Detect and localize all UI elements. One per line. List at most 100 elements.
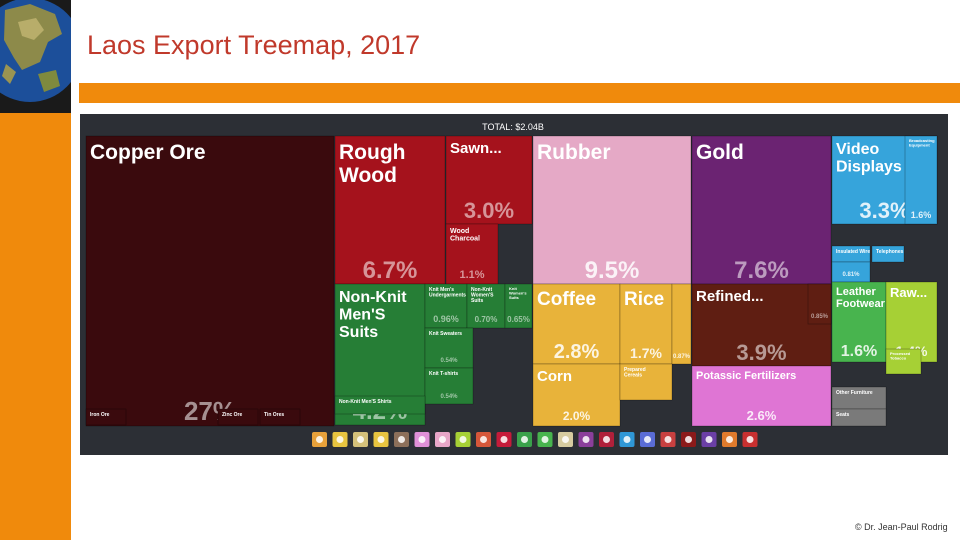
treemap-share-potassic-fertilizers: 2.6% <box>747 408 777 423</box>
treemap-share-0-85: 0.85% <box>811 314 829 320</box>
treemap-label-rough-wood: Rough Wood <box>339 141 405 187</box>
treemap-label-raw: Raw... <box>890 285 927 300</box>
treemap-share-video-displays: 3.3% <box>859 198 909 223</box>
treemap-share-leather-footwear: 1.6% <box>841 343 877 360</box>
textiles-icon-glyph <box>521 436 528 443</box>
treemap-chart: TOTAL: $2.04B Copper Ore 27% Iron Ore Zinc … <box>80 114 948 455</box>
treemap-share-knit-women-s-suits: 0.65% <box>507 315 530 324</box>
treemap-label-broadcasting-equipment: Broadcasting Equipment <box>909 138 935 147</box>
treemap-label-non-knit-women-s-suits: Non-Knit Women'S Suits <box>471 287 494 304</box>
treemap-cell-knit-men-s-undergarments <box>424 283 468 329</box>
treemap-label-knit-men-s-undergarments: Knit Men's Undergarments <box>429 287 466 299</box>
treemap-share-corn: 2.0% <box>563 409 591 423</box>
treemap-cell-coffee <box>532 283 621 365</box>
treemap-cell-processed-tobacco <box>885 348 922 375</box>
treemap-cell-iron-ore <box>85 408 127 426</box>
treemap-share-knit-t-shirts: 0.54% <box>440 394 458 400</box>
treemap-cell-0-85 <box>807 283 832 325</box>
minerals-icon-glyph <box>398 436 405 443</box>
treemap-label-insulated-wire: Insulated Wire <box>836 249 870 255</box>
stone-glass-icon-glyph <box>562 436 569 443</box>
treemap-label-knit-women-s-suits: Knit Women's Suits <box>509 286 527 300</box>
paper-goods-icon-glyph <box>500 436 508 443</box>
animal-products-icon-glyph <box>316 436 323 443</box>
treemap-label-potassic-fertilizers: Potassic Fertilizers <box>696 370 796 382</box>
treemap-share-coffee: 2.8% <box>554 341 600 363</box>
treemap-label-gold: Gold <box>696 141 744 164</box>
treemap-label-leather-footwear: Leather Footwear <box>836 286 886 310</box>
treemap-share-knit-sweaters: 0.54% <box>440 358 458 364</box>
globe-image <box>0 0 71 113</box>
instruments-icon-glyph <box>664 436 672 443</box>
treemap-share-broadcasting-equipment: 1.6% <box>911 210 932 220</box>
treemap-share-0-81: 0.81% <box>842 272 860 278</box>
slide-title: Laos Export Treemap, 2017 <box>87 30 421 60</box>
animal-vegetable-oils-icon-glyph <box>357 436 364 443</box>
treemap-cell-non-knit-women-s-suits <box>466 283 506 329</box>
metals-icon-glyph <box>603 436 610 443</box>
treemap-cell-knit-sweaters <box>424 327 474 369</box>
chemical-products-icon-glyph <box>418 436 426 443</box>
treemap-label-knit-t-shirts: Knit T-shirts <box>429 371 458 377</box>
treemap-cell-sawn <box>445 135 533 225</box>
treemap-label-iron-ore: Iron Ore <box>90 412 110 418</box>
treemap-cell-raw <box>885 281 938 363</box>
plastics-rubbers-icon-glyph <box>439 436 446 443</box>
treemap-label-tin-ores: Tin Ores <box>264 412 284 418</box>
machines-icon-glyph <box>623 436 631 443</box>
footwear-icon-glyph <box>541 436 549 443</box>
miscellaneous-icon-glyph <box>705 436 713 443</box>
treemap-cell-prepared-cereals <box>619 363 673 401</box>
treemap-cell-gold <box>691 135 832 285</box>
treemap-label-seats: Seats <box>836 412 850 418</box>
weapons-icon-glyph <box>685 436 692 443</box>
animal-hides-icon-glyph <box>459 436 467 443</box>
treemap-cell-leather-footwear <box>831 281 887 363</box>
treemap-cell-0-87 <box>671 283 692 365</box>
treemap-cell-copper-ore <box>85 135 335 427</box>
treemap-share-rice: 1.7% <box>630 345 662 361</box>
treemap-label-telephones: Telephones <box>876 249 904 255</box>
treemap-label-sawn: Sawn... <box>450 140 502 157</box>
treemap-cell-rice <box>619 283 673 365</box>
precious-metals-icon-glyph <box>582 436 590 443</box>
treemap-cell-zinc-ore <box>217 408 259 426</box>
treemap-share-rubber: 9.5% <box>585 257 640 284</box>
treemap-share-refined: 3.9% <box>736 340 786 365</box>
treemap-share-gold: 7.6% <box>734 257 789 284</box>
treemap-cell-knit-t-shirts <box>424 367 474 405</box>
treemap-cell-rough-wood <box>334 135 446 285</box>
vegetable-products-icon-glyph <box>336 436 344 443</box>
treemap-cell-rubber <box>532 135 692 285</box>
treemap-cell-corn <box>532 363 621 427</box>
treemap-label-non-knit-men-s-shirts: Non-Knit Men'S Shirts <box>339 399 392 405</box>
treemap-label-prepared-cereals: Prepared Cereals <box>624 367 646 379</box>
total-label: TOTAL: $2.04B <box>482 122 544 132</box>
treemap-label-non-knit-men-s-suits: Non-Knit Men'S Suits <box>339 289 407 341</box>
treemap-cell-knit-women-s-suits <box>504 283 533 329</box>
treemap-share-non-knit-women-s-suits: 0.70% <box>475 315 498 324</box>
treemap-share-rough-wood: 6.7% <box>363 257 418 284</box>
treemap-share-0-87: 0.87% <box>673 354 691 360</box>
treemap-label-corn: Corn <box>537 368 572 385</box>
treemap-label-other-furniture: Other Furniture <box>836 390 873 396</box>
treemap-cell-seats <box>831 408 887 427</box>
treemap-label-coffee: Coffee <box>537 289 596 310</box>
wood-products-icon-glyph <box>480 436 487 443</box>
treemap-share-wood-charcoal: 1.1% <box>459 269 484 281</box>
unspecified-icon-glyph <box>746 436 754 443</box>
treemap-cell-wood-charcoal <box>445 223 499 285</box>
treemap-cell-tin-ores <box>259 408 301 426</box>
title-underline-bar <box>79 83 960 103</box>
treemap-label-zinc-ore: Zinc Ore <box>222 412 243 418</box>
treemap-label-rice: Rice <box>624 289 664 310</box>
transportation-icon-glyph <box>644 436 651 443</box>
treemap-label-rubber: Rubber <box>537 141 611 164</box>
treemap-cell-non-knit-men-s-shirts <box>334 395 426 415</box>
arts-antiques-icon-glyph <box>726 436 733 443</box>
treemap-cell-potassic-fertilizers <box>691 365 832 427</box>
treemap-label-refined: Refined... <box>696 288 764 305</box>
treemap-share-sawn: 3.0% <box>464 198 514 223</box>
foodstuffs-icon-glyph <box>377 436 385 443</box>
treemap-label-wood-charcoal: Wood Charcoal <box>450 228 480 243</box>
